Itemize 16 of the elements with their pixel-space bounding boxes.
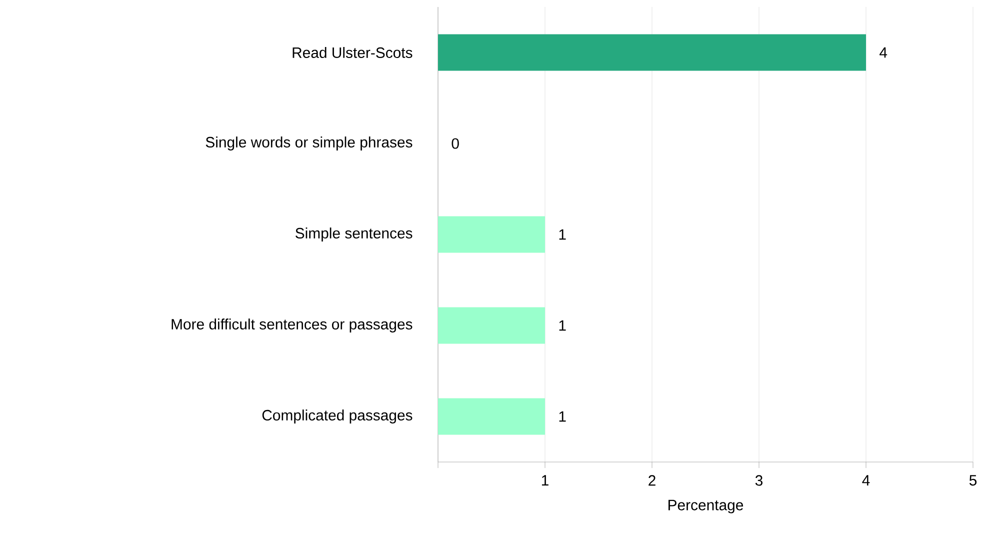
y-tick-label: Complicated passages: [262, 410, 412, 424]
data-label: 1: [559, 229, 566, 240]
x-tick-label: 4: [862, 475, 870, 486]
y-tick-label: More difficult sentences or passages: [172, 318, 412, 332]
y-tick-label: Single words or simple phrases: [206, 136, 412, 150]
y-tick-label: Simple sentences: [296, 228, 412, 242]
x-axis-title: Percentage: [668, 500, 744, 514]
data-label: 1: [559, 411, 566, 422]
data-label: 1: [559, 320, 566, 331]
x-tick-label: 1: [542, 475, 548, 486]
x-tick-label: 2: [648, 475, 656, 486]
x-tick-label: 3: [755, 475, 763, 486]
x-tick-label: 5: [969, 475, 977, 486]
data-label: 4: [880, 47, 888, 58]
y-tick-label: Read Ulster-Scots: [292, 47, 412, 58]
data-label: 0: [452, 138, 459, 149]
